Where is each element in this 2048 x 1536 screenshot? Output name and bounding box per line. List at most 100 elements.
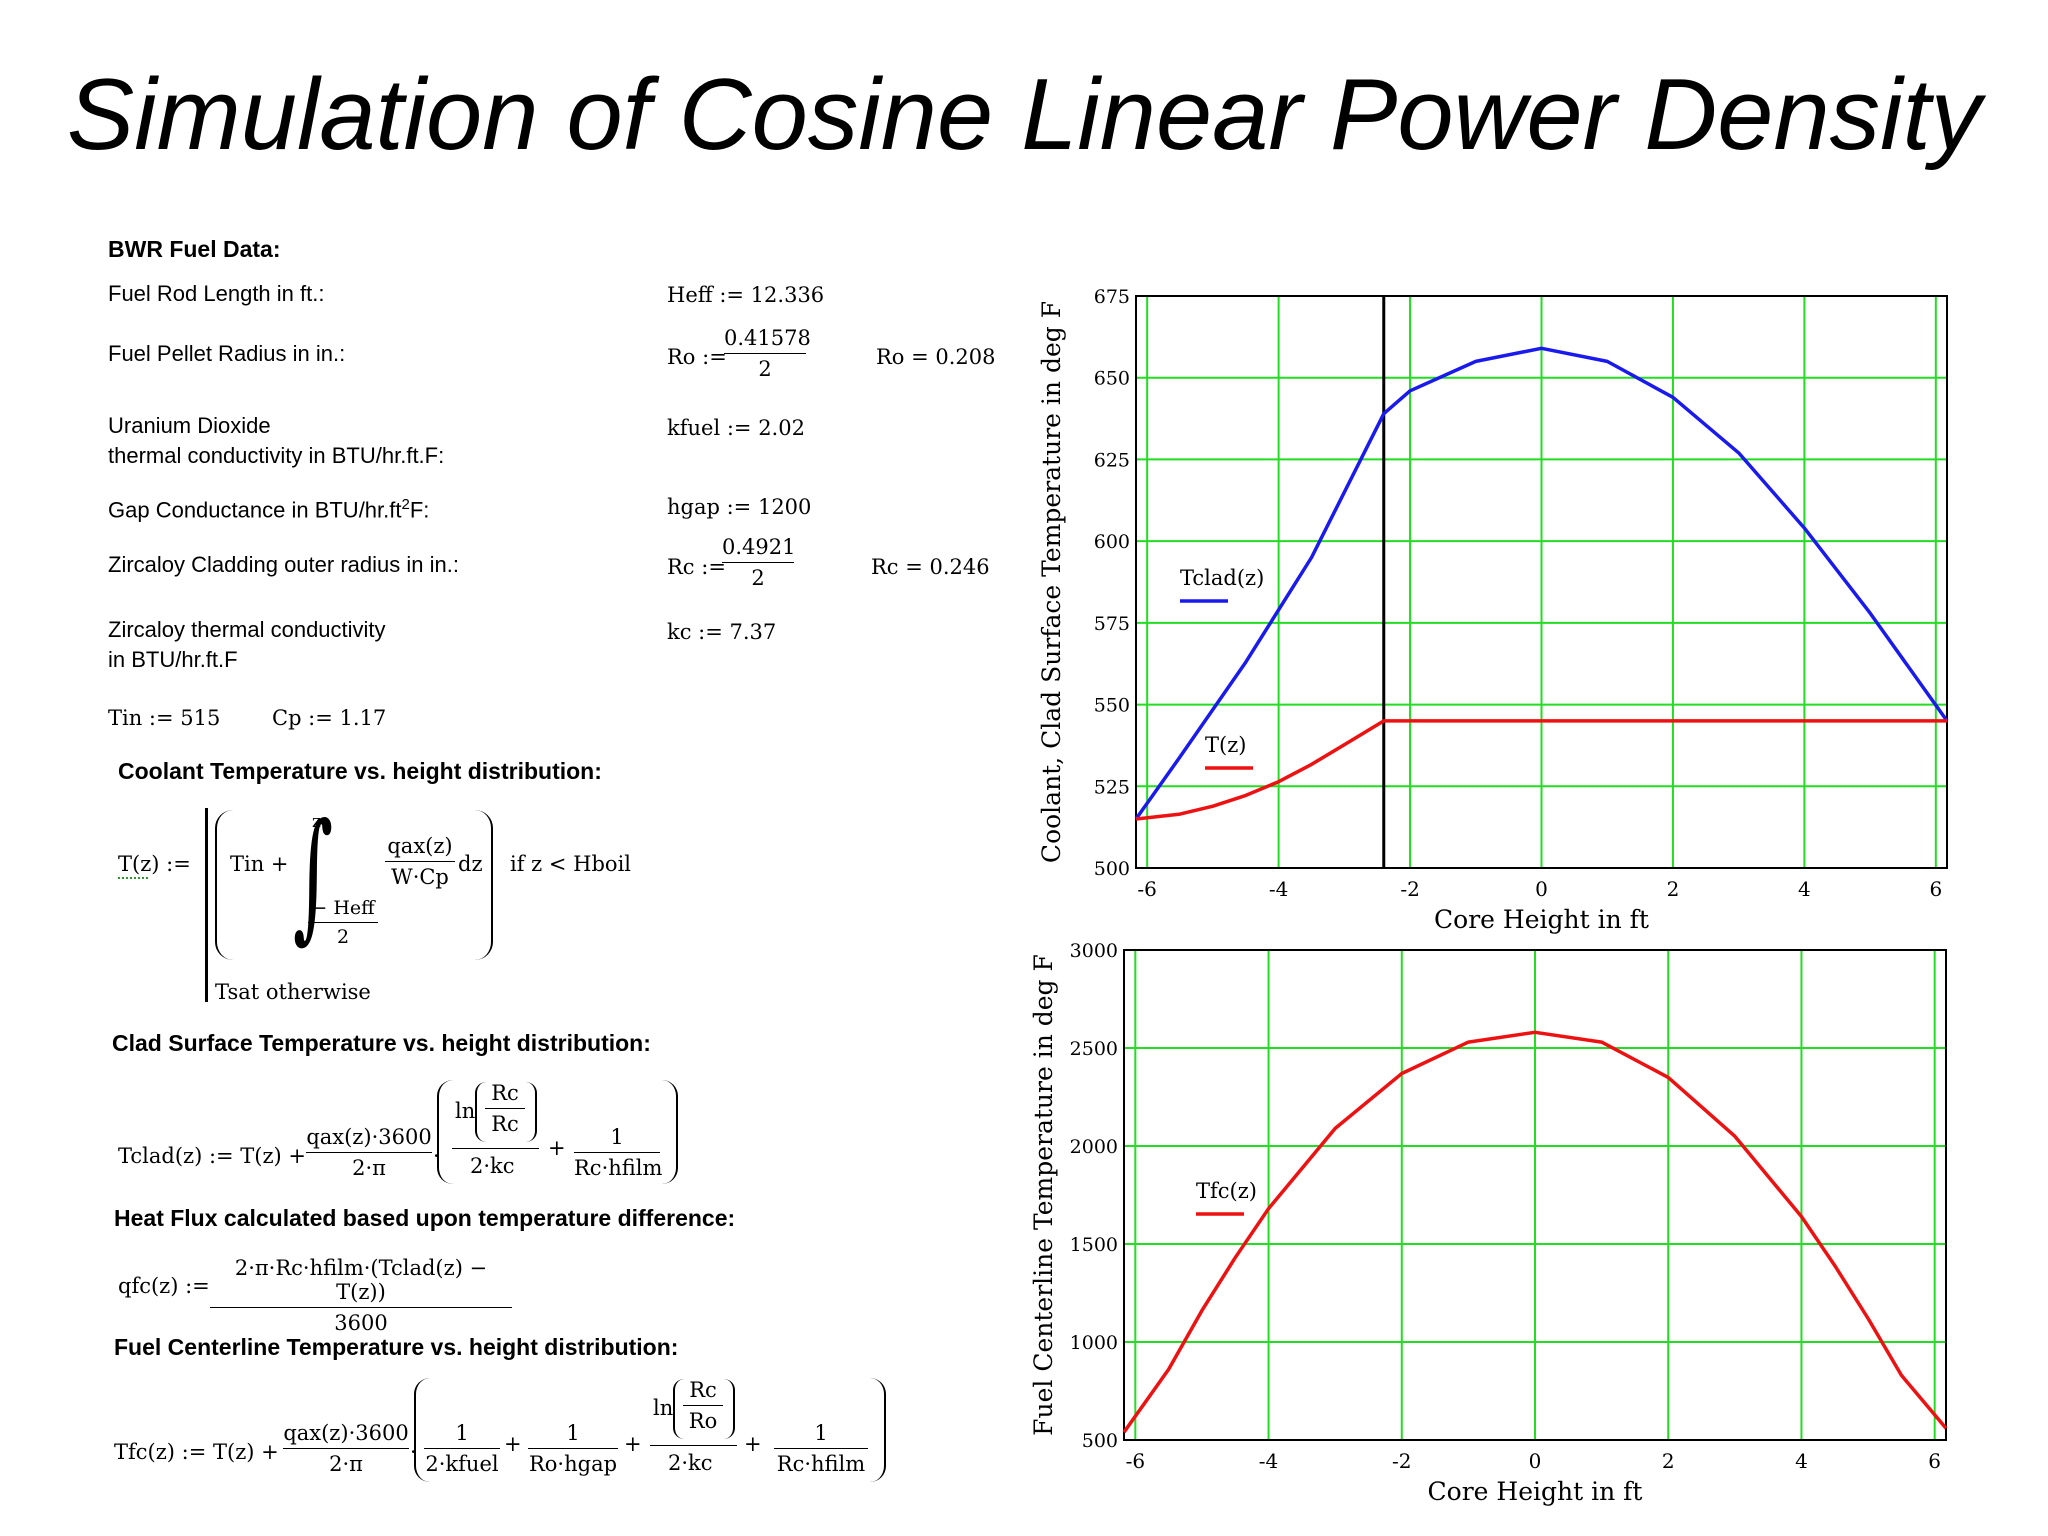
centerline-chart-ytick-label: 2500 — [1070, 1038, 1118, 1060]
tfc-d-denominator: Rc·hfilm — [776, 1452, 866, 1476]
clad-left-paren — [437, 1080, 453, 1184]
lower-limit-denominator: 2 — [336, 926, 350, 948]
heat-flux-lhs: qfc(z) := — [118, 1274, 210, 1298]
heat-flux-numerator: 2·π·Rc·hfilm·(Tclad(z) − T(z)) — [234, 1256, 488, 1304]
tfc-ln-numerator: Rc — [689, 1378, 717, 1402]
tin-expression: Tin := 515 — [108, 706, 221, 730]
centerline-chart-ytick-label: 500 — [1082, 1430, 1118, 1452]
integrand-fraction: qax(z) W·Cp — [385, 834, 455, 889]
left-paren — [215, 810, 233, 960]
tfc-hgap-fraction: 1 Ro·hgap — [528, 1421, 618, 1476]
temp-chart-ytick-label: 525 — [1094, 776, 1130, 798]
centerline-chart-xlabel: Core Height in ft — [1428, 1477, 1643, 1506]
tfc-c-bar — [650, 1445, 737, 1446]
clad-f1-denominator: 2·π — [352, 1156, 386, 1180]
kfuel-expression: kfuel := 2.02 — [667, 416, 805, 440]
rc-fraction: 0.4921 2 — [722, 535, 796, 590]
clad-qax-fraction: qax(z)·3600 2·π — [306, 1125, 432, 1180]
rc-lhs: Rc := — [667, 555, 726, 579]
coolant-otherwise: Tsat otherwise — [215, 980, 371, 1004]
temp-chart-ytick-label: 600 — [1094, 531, 1130, 553]
rod-length-label: Fuel Rod Length in ft.: — [108, 281, 325, 306]
clad-f1-numerator: qax(z)·3600 — [306, 1125, 432, 1149]
centerline-chart-xtick-label: -4 — [1259, 1449, 1278, 1473]
centerline-chart-series-tfc — [1122, 1030, 1948, 1434]
clad-ln-numerator: Rc — [491, 1081, 519, 1105]
clad-ln-left-paren — [475, 1082, 486, 1142]
temp-chart-ytick-label: 625 — [1094, 449, 1130, 471]
tfc-ln-left-paren — [673, 1379, 684, 1439]
tfc-c-denominator: 2·kc — [668, 1451, 713, 1475]
tfc-ln-fraction: Rc Ro — [683, 1378, 723, 1433]
tfc-right-paren — [870, 1378, 886, 1482]
coolant-lhs: T(z) := — [118, 852, 191, 876]
temp-chart-xtick-label: -2 — [1400, 877, 1419, 901]
temp-chart-ytick-label: 500 — [1094, 858, 1130, 880]
rc-numerator: 0.4921 — [722, 535, 796, 559]
centerline-chart-legend-tfc: Tfc(z) — [1196, 1179, 1257, 1203]
tfc-f1-numerator: qax(z)·3600 — [283, 1421, 409, 1445]
centerline-chart-xtick-label: -2 — [1392, 1449, 1411, 1473]
temp-chart-xtick-label: 2 — [1667, 877, 1680, 901]
zircaloy-k-label-line1: Zircaloy thermal conductivity — [108, 617, 386, 642]
gap-label-exponent: 2 — [401, 496, 410, 513]
tfc-plus-1: + — [504, 1432, 522, 1456]
clad-f3-numerator: 1 — [610, 1125, 624, 1149]
tfc-b-numerator: 1 — [566, 1421, 580, 1445]
temp-chart-xtick-label: 6 — [1929, 877, 1942, 901]
temp-chart-xtick-label: 0 — [1535, 877, 1548, 901]
centerline-chart-xtick-label: 6 — [1928, 1449, 1941, 1473]
integrand-numerator: qax(z) — [387, 834, 453, 858]
temp-chart-ytick-label: 550 — [1094, 695, 1130, 717]
tfc-b-denominator: Ro·hgap — [528, 1452, 618, 1476]
ro-numerator: 0.41578 — [724, 326, 811, 350]
coolant-condition: if z < Hboil — [510, 852, 632, 876]
coolant-heading: Coolant Temperature vs. height distribut… — [118, 758, 602, 784]
cp-expression: Cp := 1.17 — [272, 706, 387, 730]
clad-lhs: Tclad(z) := T(z) + — [118, 1144, 307, 1168]
temp-chart-legend-t: T(z) — [1205, 733, 1246, 757]
temp-chart-xtick-label: -4 — [1269, 877, 1288, 901]
heat-flux-heading: Heat Flux calculated based upon temperat… — [114, 1205, 736, 1231]
heat-flux-fraction: 2·π·Rc·hfilm·(Tclad(z) − T(z)) 3600 — [210, 1256, 512, 1335]
dz-text: dz — [458, 852, 483, 876]
temp-chart-xlabel: Core Height in ft — [1434, 905, 1649, 934]
page-title: Simulation of Cosine Linear Power Densit… — [66, 59, 1982, 171]
temp-chart-xtick-label: 4 — [1798, 877, 1811, 901]
clad-heading: Clad Surface Temperature vs. height dist… — [112, 1030, 651, 1056]
clad-plus: + — [548, 1136, 566, 1160]
centerline-lhs: Tfc(z) := T(z) + — [114, 1440, 279, 1464]
tfc-left-paren — [414, 1378, 430, 1482]
gap-conductance-label: Gap Conductance in BTU/hr.ft2F: — [108, 490, 429, 525]
fuel-data-heading: BWR Fuel Data: — [108, 236, 281, 262]
kc-expression: kc := 7.37 — [667, 620, 777, 644]
hgap-expression: hgap := 1200 — [667, 495, 812, 519]
centerline-chart-xtick-label: 0 — [1529, 1449, 1542, 1473]
gap-label-text: Gap Conductance in BTU/hr.ft — [108, 497, 402, 523]
rc-denominator: 2 — [751, 566, 765, 590]
lower-limit-numerator: − Heff — [311, 897, 375, 919]
tfc-ln-right-paren — [724, 1379, 735, 1439]
tfc-plus-3: + — [744, 1432, 762, 1456]
temp-chart-ytick-label: 675 — [1094, 286, 1130, 308]
rc-result: Rc = 0.246 — [871, 555, 990, 579]
tfc-film-fraction: 1 Rc·hfilm — [774, 1421, 868, 1476]
centerline-heading: Fuel Centerline Temperature vs. height d… — [114, 1334, 679, 1360]
ro-result: Ro = 0.208 — [876, 345, 996, 369]
centerline-chart-xtick-label: -6 — [1126, 1449, 1145, 1473]
heff-expression: Heff := 12.336 — [667, 283, 825, 307]
temp-chart-ytick-label: 650 — [1094, 368, 1130, 390]
clad-f2-bar — [452, 1148, 539, 1149]
tfc-qax-fraction: qax(z)·3600 2·π — [283, 1421, 409, 1476]
pellet-radius-label: Fuel Pellet Radius in in.: — [108, 341, 346, 366]
centerline-chart-ytick-label: 1000 — [1070, 1332, 1118, 1354]
centerline-chart-ytick-label: 1500 — [1070, 1234, 1118, 1256]
tfc-ln: ln — [653, 1396, 674, 1420]
tfc-plus-2: + — [624, 1432, 642, 1456]
temp-chart-frame — [1135, 295, 1948, 869]
centerline-chart-ylabel: Fuel Centerline Temperature in deg F — [1029, 954, 1058, 1436]
tfc-kfuel-fraction: 1 2·kfuel — [424, 1421, 500, 1476]
temp-chart-xtick-label: -6 — [1137, 877, 1156, 901]
ro-fraction: 0.41578 2 — [724, 326, 811, 381]
right-paren — [475, 810, 493, 960]
